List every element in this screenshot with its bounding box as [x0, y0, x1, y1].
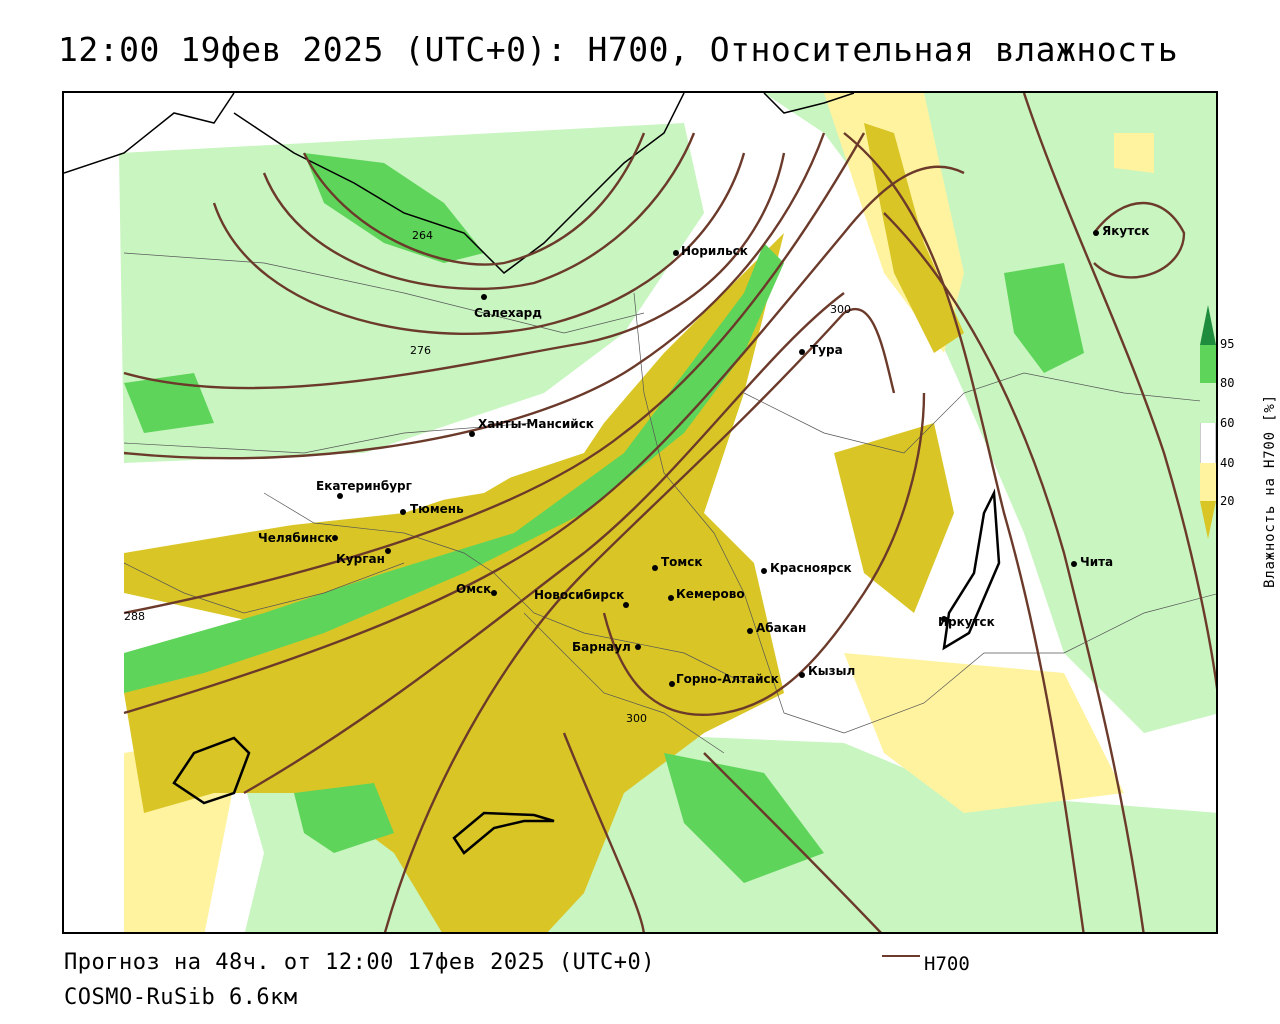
city-label: Кызыл [808, 664, 855, 678]
forecast-text: Прогноз на 48ч. от 12:00 17фев 2025 (UTC… [64, 950, 656, 975]
colorbar-tick: 95 [1220, 337, 1235, 351]
city-label: Екатеринбург [316, 479, 412, 493]
city-markers: Норильск Салехард Тура Якутск Ханты-Манс… [258, 224, 1149, 687]
isohypse-label: 300 [830, 303, 851, 316]
colorbar-segment-gt95 [1200, 305, 1216, 345]
city-dot [332, 535, 338, 541]
humidity-area-below-20 [834, 423, 954, 613]
colorbar-tick: 20 [1220, 494, 1235, 508]
humidity-map: 264 276 288 300 300 Норильск Салехард Ту… [64, 93, 1216, 932]
city-label: Барнаул [572, 640, 631, 654]
city-dot [385, 548, 391, 554]
humidity-area-40-60 [124, 393, 624, 543]
humidity-area-below-20 [124, 233, 784, 932]
city-label: Ханты-Мансийск [478, 417, 594, 431]
city-label: Красноярск [770, 561, 852, 575]
colorbar-tick: 40 [1220, 456, 1235, 470]
humidity-area-20-40 [1114, 133, 1154, 173]
city-dot [1071, 561, 1077, 567]
city-dot [337, 493, 343, 499]
city-dot [799, 672, 805, 678]
humidity-area-20-40 [844, 653, 1124, 813]
lake-balkhash [452, 811, 555, 855]
humidity-area-60-80 [119, 123, 704, 463]
h700-isohypses [123, 93, 1216, 932]
colorbar-tick: 60 [1220, 416, 1235, 430]
h700-legend-label: H700 [924, 953, 970, 975]
city-dot [747, 628, 753, 634]
humidity-area-80-95 [664, 753, 824, 883]
city-label: Курган [336, 552, 385, 566]
lake-aral [172, 736, 251, 805]
colorbar-tick: 80 [1220, 376, 1235, 390]
city-label: Горно-Алтайск [676, 672, 779, 686]
isohypse-label: 300 [626, 712, 647, 725]
city-dot [673, 250, 679, 256]
humidity-area-80-95 [1004, 263, 1084, 373]
city-label: Чита [1080, 555, 1113, 569]
h700-legend-line [882, 955, 920, 957]
city-dot [481, 294, 487, 300]
humidity-area-60-80 [764, 93, 1216, 733]
city-dot [635, 644, 641, 650]
city-label: Челябинск [258, 531, 333, 545]
city-dot [799, 349, 805, 355]
city-label: Кемерово [676, 587, 745, 601]
coastline [763, 93, 855, 114]
colorbar-segment-lt20 [1200, 501, 1216, 539]
city-label: Иркутск [938, 615, 995, 629]
map-title: 12:00 19фев 2025 (UTC+0): H700, Относите… [58, 30, 1179, 69]
isohypse-label-group: 264 276 288 300 300 [124, 229, 851, 725]
coastline [233, 93, 685, 274]
city-label: Якутск [1102, 224, 1149, 238]
city-label: Абакан [756, 621, 806, 635]
city-dot [668, 595, 674, 601]
colorbar-segment-40-60 [1200, 423, 1216, 463]
humidity-area-80-95 [294, 783, 394, 853]
isohypse-label: 288 [124, 610, 145, 623]
city-label: Омск [456, 582, 491, 596]
city-label: Норильск [681, 244, 748, 258]
model-name: COSMO-RuSib 6.6км [64, 985, 298, 1010]
city-dot [652, 565, 658, 571]
coastline [64, 93, 235, 174]
isohypse-label: 276 [410, 344, 431, 357]
city-dot [469, 431, 475, 437]
colorbar-segment-60-80 [1200, 383, 1216, 423]
city-dot [669, 681, 675, 687]
map-panel: 264 276 288 300 300 Норильск Салехард Ту… [62, 91, 1218, 934]
city-label: Тюмень [410, 502, 464, 516]
city-dot [491, 590, 497, 596]
city-label: Новосибирск [534, 588, 624, 602]
city-dot [400, 509, 406, 515]
colorbar-segment-80-95 [1200, 345, 1216, 383]
city-dot [623, 602, 629, 608]
city-dot [1093, 230, 1099, 236]
humidity-area-80-95 [124, 373, 214, 433]
lake-baikal [942, 488, 1001, 651]
colorbar-title: Влажность на H700 [%] [1262, 394, 1278, 588]
isohypse-label: 264 [412, 229, 433, 242]
city-dot [941, 616, 947, 622]
city-label: Тура [810, 343, 843, 357]
colorbar-segment-20-40 [1200, 463, 1216, 501]
city-label: Салехард [474, 306, 542, 320]
city-dot [761, 568, 767, 574]
humidity-area-80-95 [124, 243, 784, 693]
city-label: Томск [661, 555, 703, 569]
